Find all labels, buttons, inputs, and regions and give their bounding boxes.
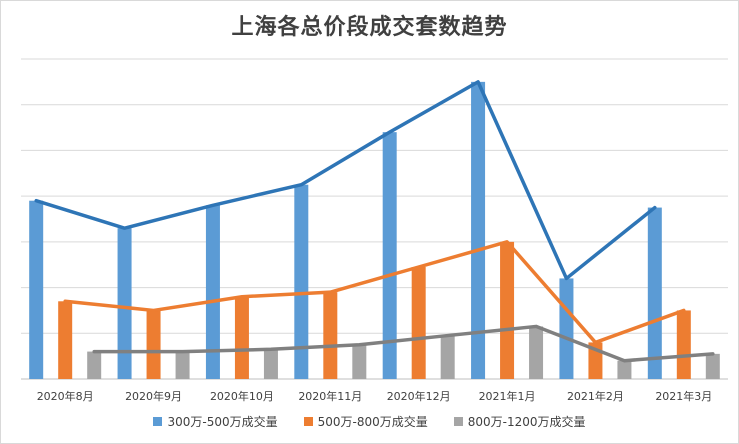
bar-series-3-2 xyxy=(175,351,190,379)
bar-series-2-5 xyxy=(411,267,426,379)
x-tick-label: 2021年3月 xyxy=(655,389,712,403)
bar-series-3-1 xyxy=(87,351,102,379)
bar-series-2-3 xyxy=(234,296,249,379)
bar-series-2-4 xyxy=(323,292,338,379)
x-tick-label: 2020年8月 xyxy=(37,389,94,403)
bar-series-2-8 xyxy=(676,310,691,379)
x-tick-label: 2021年2月 xyxy=(567,389,624,403)
legend-label: 500万-800万成交量 xyxy=(317,415,428,429)
bar-series-3-7 xyxy=(617,360,632,379)
bar-series-3-8 xyxy=(705,353,720,379)
chart-title: 上海各总价段成交套数趋势 xyxy=(231,14,508,40)
bar-series-2-6 xyxy=(500,241,515,379)
line-series-3 xyxy=(92,324,715,363)
x-tick-label: 2020年9月 xyxy=(125,389,182,403)
legend-swatch xyxy=(453,417,463,426)
legend-swatch xyxy=(303,417,313,426)
line-series-2 xyxy=(63,240,686,345)
bar-series-1-4 xyxy=(294,184,309,379)
legend-item-1: 300万-500万成交量 xyxy=(153,413,278,430)
bar-series-1-7 xyxy=(559,278,574,379)
x-tick-label: 2020年12月 xyxy=(387,389,451,403)
bar-series-3-5 xyxy=(440,335,455,379)
bar-series-2-2 xyxy=(146,310,161,379)
x-tick-label: 2020年11月 xyxy=(298,389,362,403)
bar-series-2-1 xyxy=(58,301,73,379)
bar-series-3-3 xyxy=(263,349,278,379)
bar-series-3-4 xyxy=(352,344,367,379)
x-tick-label: 2020年10月 xyxy=(210,389,274,403)
chart-legend: 300万-500万成交量 500万-800万成交量 800万-1200万成交量 xyxy=(1,413,738,430)
bar-series-1-5 xyxy=(382,132,397,379)
legend-swatch xyxy=(153,417,163,426)
legend-item-2: 500万-800万成交量 xyxy=(303,413,428,430)
line-series-1 xyxy=(34,80,657,281)
bar-series-1-1 xyxy=(29,200,44,379)
bar-series-3-6 xyxy=(529,326,544,379)
bar-series-1-2 xyxy=(117,228,132,379)
legend-label: 300万-500万成交量 xyxy=(167,415,278,429)
legend-label: 800万-1200万成交量 xyxy=(467,415,586,429)
bar-series-1-6 xyxy=(471,81,486,379)
legend-item-3: 800万-1200万成交量 xyxy=(453,413,586,430)
bar-series-1-3 xyxy=(205,205,220,379)
bar-series-1-8 xyxy=(647,207,662,379)
x-tick-label: 2021年1月 xyxy=(479,389,536,403)
